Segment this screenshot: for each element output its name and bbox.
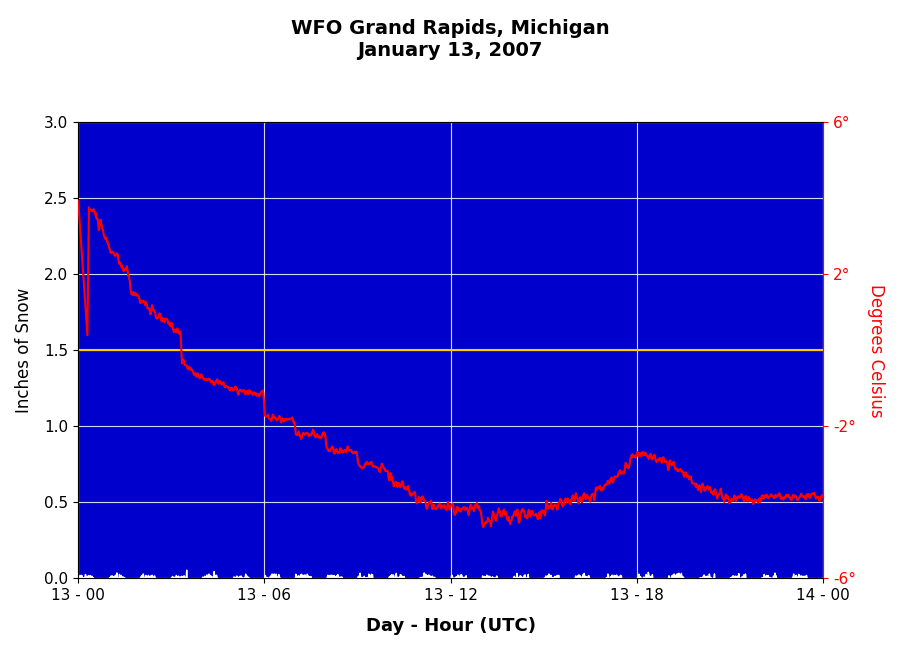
Text: WFO Grand Rapids, Michigan
January 13, 2007: WFO Grand Rapids, Michigan January 13, 2… bbox=[291, 20, 609, 60]
Y-axis label: Inches of Snow: Inches of Snow bbox=[15, 288, 33, 413]
X-axis label: Day - Hour (UTC): Day - Hour (UTC) bbox=[365, 617, 536, 635]
Y-axis label: Degrees Celsius: Degrees Celsius bbox=[867, 283, 885, 417]
